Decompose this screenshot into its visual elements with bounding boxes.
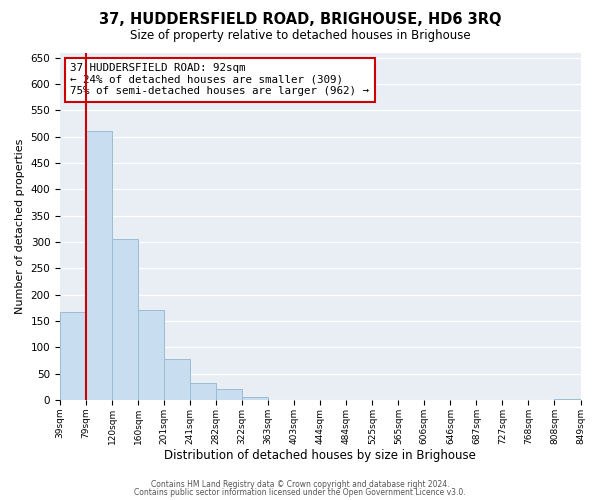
Bar: [86, 131, 112, 400]
Y-axis label: Number of detached properties: Number of detached properties: [15, 138, 25, 314]
Bar: [112, 240, 138, 400]
Text: Contains HM Land Registry data © Crown copyright and database right 2024.: Contains HM Land Registry data © Crown c…: [151, 480, 449, 489]
Bar: [554, 399, 581, 400]
Bar: [242, 398, 268, 400]
Text: 37, HUDDERSFIELD ROAD, BRIGHOUSE, HD6 3RQ: 37, HUDDERSFIELD ROAD, BRIGHOUSE, HD6 3R…: [99, 12, 501, 28]
Bar: [60, 312, 86, 400]
Text: 37 HUDDERSFIELD ROAD: 92sqm
← 24% of detached houses are smaller (309)
75% of se: 37 HUDDERSFIELD ROAD: 92sqm ← 24% of det…: [70, 63, 370, 96]
Text: Size of property relative to detached houses in Brighouse: Size of property relative to detached ho…: [130, 29, 470, 42]
Bar: [216, 390, 242, 400]
Bar: [164, 359, 190, 400]
Bar: [138, 310, 164, 400]
Bar: [190, 383, 216, 400]
Text: Contains public sector information licensed under the Open Government Licence v3: Contains public sector information licen…: [134, 488, 466, 497]
X-axis label: Distribution of detached houses by size in Brighouse: Distribution of detached houses by size …: [164, 450, 476, 462]
